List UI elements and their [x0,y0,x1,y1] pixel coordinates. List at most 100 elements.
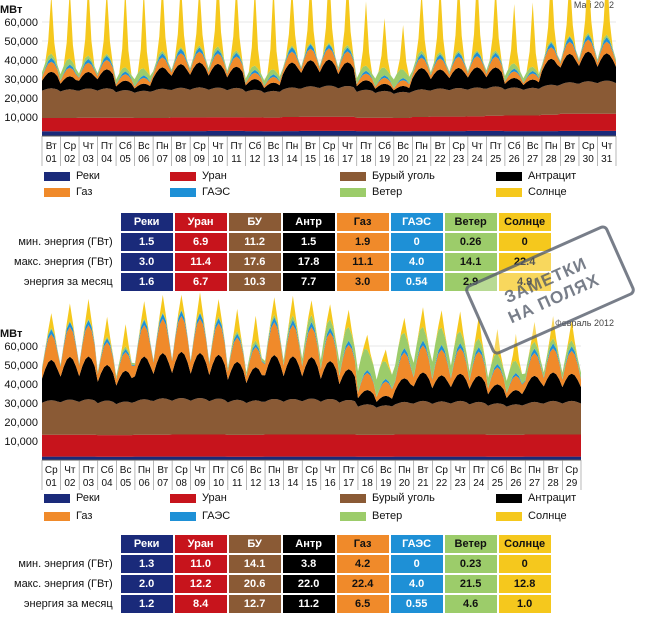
x-weekday-label: Сб [508,140,521,152]
x-day-label: 04 [101,478,113,489]
series-area-lignite [42,80,616,118]
series-area-rivers [42,130,616,136]
stat-header: БУ [228,535,281,553]
x-weekday-label: Пт [83,465,95,476]
stat-cell: 10.3 [228,273,281,291]
x-weekday-label: Вт [548,465,559,476]
x-day-label: 20 [399,478,411,489]
x-day-label: 28 [546,154,558,165]
x-weekday-label: Вс [138,141,150,152]
x-weekday-label: Вт [435,141,446,152]
legend-label: Антрацит [528,492,577,504]
stat-cell: 7.7 [282,273,335,291]
stat-cell: 4.9 [498,273,551,291]
stat-header: Газ [336,213,389,231]
series-area-uranium [42,434,581,457]
series-area-anthracite [42,51,616,94]
stat-cell: 6.7 [174,273,227,291]
x-weekday-label: Ср [175,465,188,476]
x-day-label: 10 [213,478,225,489]
x-weekday-label: Вт [157,465,168,476]
y-tick-label: 40,000 [4,55,38,67]
x-weekday-label: Ср [305,465,318,476]
may-chart: 10,000 20,000 30,000 40,000 50,000 60,000 Вт 01… [4,0,617,166]
x-weekday-label: Вс [397,141,409,152]
legend-label: Уран [202,492,227,504]
x-day-label: 29 [566,478,578,489]
stat-cell: 22.4 [498,253,551,271]
x-weekday-label: Чт [83,141,95,152]
stat-cell: 3.0 [336,273,389,291]
stat-header: БУ [228,213,281,231]
x-day-label: 07 [157,478,169,489]
x-day-label: 02 [64,154,76,165]
x-weekday-label: Сб [491,464,504,476]
stat-cell: 14.1 [228,555,281,573]
row-label: энергия за месяц [12,595,119,613]
y-tick-label: 20,000 [4,93,38,105]
stat-cell: 20.6 [228,575,281,593]
stat-header: Ветер [444,213,497,231]
series-area-gas [42,316,581,402]
stat-cell: 11.0 [174,555,227,573]
wind-swatch [340,187,366,197]
gas-swatch [44,511,70,521]
row-label: энергия за месяц [12,273,119,291]
x-day-label: 01 [46,154,58,165]
y-tick-label: 10,000 [4,436,38,448]
stat-cell: 1.3 [120,555,173,573]
legend-label: Антрацит [528,170,577,182]
legend-label: Ветер [372,510,403,522]
lignite-swatch [340,493,366,503]
stat-cell: 12.8 [498,575,551,593]
stat-cell: 0 [498,233,551,251]
series-area-gas [42,39,616,91]
stat-cell: 4.0 [390,253,443,271]
series-area-wind [42,32,616,88]
y-tick-label: 60,000 [4,341,38,353]
stat-cell: 2.9 [444,273,497,291]
x-day-label: 21 [416,154,428,165]
x-day-label: 15 [305,154,317,165]
legend-label: Ветер [372,186,403,198]
y-unit-label: МВт [0,4,23,16]
legend-label: Реки [76,170,100,182]
x-weekday-label: Ср [323,141,336,152]
row-label: мин. энергия (ГВт) [12,233,119,251]
x-weekday-label: Ср [193,141,206,152]
stat-cell: 1.0 [498,595,551,613]
anthracite-swatch [496,493,522,503]
gas-swatch [44,187,70,197]
stat-cell: 17.8 [282,253,335,271]
y-tick-label: 60,000 [4,17,38,29]
x-day-label: 17 [342,154,354,165]
x-day-label: 10 [212,154,224,165]
x-day-label: 13 [269,478,281,489]
pumped-swatch [170,187,196,197]
x-weekday-label: Вс [527,141,539,152]
legend-item-rivers: Реки [44,170,100,182]
x-day-label: 25 [490,154,502,165]
series-area-lignite [42,398,581,436]
x-weekday-label: Чт [455,465,467,476]
x-weekday-label: Сб [231,464,244,476]
uranium-swatch [170,493,196,503]
x-weekday-label: Сб [119,140,132,152]
stat-header: Реки [120,213,173,231]
legend-label: Реки [76,492,100,504]
x-day-label: 12 [249,154,261,165]
x-weekday-label: Ср [63,141,76,152]
x-weekday-label: Пн [156,141,169,152]
x-weekday-label: Пн [138,465,151,476]
stat-header: Газ [336,535,389,553]
x-weekday-label: Ср [582,141,595,152]
x-day-label: 19 [380,478,392,489]
x-day-label: 22 [436,478,448,489]
x-day-label: 23 [453,154,465,165]
legend-item-solar: Солнце [496,510,567,522]
stat-header: ГАЭС [390,535,443,553]
x-day-label: 09 [194,154,206,165]
x-day-label: 05 [120,478,132,489]
stat-header: Реки [120,535,173,553]
x-weekday-label: Пт [343,465,355,476]
